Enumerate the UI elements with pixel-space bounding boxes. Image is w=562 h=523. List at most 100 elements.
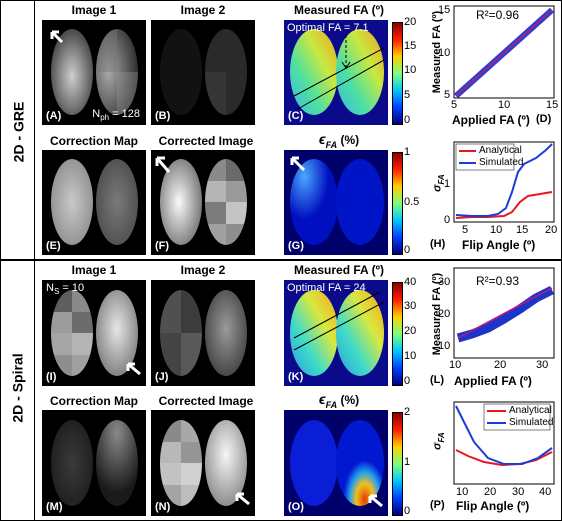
arrow-icon [368,494,383,508]
data-points [456,285,555,343]
y-tick: 10 [438,340,451,352]
cbar-tick: 5 [404,89,411,101]
panel-m-correction-map: (M) [42,410,146,516]
x-axis-label: Flip Angle (º) [456,499,530,513]
arrow-icon [235,492,250,506]
plot-p-sigma-vs-flip: Analytical Simulated 10 20 30 40 σFA Fli… [430,398,560,518]
panel-label-c: (C) [288,110,304,122]
panel-g-epsilon: (G) [284,150,388,255]
arrow-icon [126,362,141,376]
cbar-tick: 0 [404,244,411,256]
y-tick: 0 [444,214,451,226]
panel-i-image1: NS = 10 (I) [42,280,146,386]
cbar-tick: 2 [404,406,411,418]
fit-line [457,287,553,339]
y-tick: 10 [438,47,451,59]
title-measured-fa-gre: Measured FA (º) [294,3,384,17]
panel-label-m: (M) [46,501,63,513]
x-tick: 30 [512,486,525,498]
legend-analytical: Analytical [509,405,552,416]
title-image2-spiral: Image 2 [180,263,226,277]
arrow-icon [290,156,306,172]
cbar-tick: 15 [404,40,417,52]
x-tick: 15 [546,99,559,111]
cbar-tick: 10 [404,350,417,362]
x-tick: 10 [449,359,462,371]
x-tick: 15 [516,224,529,236]
ns-label: NS = 10 [46,282,85,297]
fit-line [455,9,553,97]
x-tick: 5 [451,99,458,111]
panel-label-p: (P) [430,499,445,511]
legend-simulated: Simulated [509,417,554,428]
x-tick: 40 [539,486,552,498]
title-epsilon-gre: ϵFA (%) [318,131,360,150]
plot-d-measured-vs-applied: R²=0.96 5 10 15 15 10 5 Measured FA (º) … [431,2,560,134]
simulated-curve [455,143,553,217]
panel-o-epsilon: (O) [284,410,388,516]
panel-b-image2: (B) [151,20,255,125]
panel-label-d: (D) [536,113,552,125]
x-tick: 5 [462,224,469,236]
y-axis-label: σFA [431,432,446,450]
cbar-tick: 20 [404,325,417,337]
panel-label-k: (K) [288,371,304,383]
colorbar-measured-gre [392,22,403,125]
x-tick: 30 [536,359,549,371]
panel-label-h: (H) [430,238,446,250]
title-image2-gre: Image 2 [180,3,226,17]
panel-label-a: (A) [46,110,62,122]
row-label-gre: 2D - GRE [10,101,26,163]
y-axis-label: σFA [431,174,446,192]
cbar-tick: 20 [404,16,417,28]
cbar-tick: 0 [404,375,411,387]
title-corrected-image-spiral: Corrected Image [158,394,254,408]
plot-l-measured-vs-applied: R²=0.93 10 20 30 30 20 10 Measured FA (º… [430,264,560,394]
nph-label: Nph = 128 [92,107,140,122]
panel-label-g: (G) [288,240,304,252]
y-axis-label: Measured FA (º) [431,10,443,94]
y-tick: 15 [438,4,451,16]
x-tick: 20 [484,486,497,498]
title-image1-spiral: Image 1 [71,263,117,277]
colorbar-measured-spiral [392,282,403,386]
panel-c-measured-fa: Optimal FA = 7.1 (C) [284,20,388,125]
panel-label-n: (N) [155,501,171,513]
x-tick: 10 [456,486,469,498]
panel-a-image1: Nph = 128 (A) [42,20,146,125]
x-tick: 20 [545,224,558,236]
x-axis-label: Applied FA (º) [454,374,532,388]
y-tick: 1 [444,178,451,190]
cbar-tick: 0 [404,114,411,126]
r2-label: R²=0.93 [476,274,520,288]
panel-e-correction-map: (E) [42,150,146,255]
optimal-fa-spiral: Optimal FA = 24 [287,282,366,294]
panel-label-o: (O) [288,501,304,513]
title-image1-gre: Image 1 [71,3,117,17]
title-measured-fa-spiral: Measured FA (º) [294,263,384,277]
plot-h-sigma-vs-flip: Analytical Simulated 1 0 5 10 15 20 σFA … [430,138,560,258]
cbar-tick: 40 [404,276,417,288]
r2-label: R²=0.96 [476,8,520,22]
arrow-icon [50,30,64,44]
cbar-tick: 0.5 [404,196,420,208]
cbar-tick: 30 [404,300,417,312]
y-tick: 30 [438,276,451,288]
title-corrected-image-gre: Corrected Image [158,134,254,148]
row-label-spiral: 2D - Spiral [10,353,26,423]
legend-simulated: Simulated [479,157,524,168]
analytical-curve [455,449,553,467]
panel-label-i: (I) [46,371,57,383]
cbar-tick: 0 [404,505,411,517]
title-epsilon-spiral: ϵFA (%) [318,391,360,410]
cbar-tick: 1 [404,146,411,158]
panel-label-e: (E) [46,240,61,252]
optimal-fa-gre: Optimal FA = 7.1 [287,22,369,34]
panel-f-corrected-image: (F) [151,150,255,255]
colorbar-epsilon-gre [392,152,403,255]
x-tick: 10 [490,224,503,236]
cbar-tick: 1 [404,456,411,468]
panel-label-l: (L) [430,374,445,386]
y-tick: 5 [444,89,451,101]
y-axis-label: Measured FA (º) [431,272,443,356]
